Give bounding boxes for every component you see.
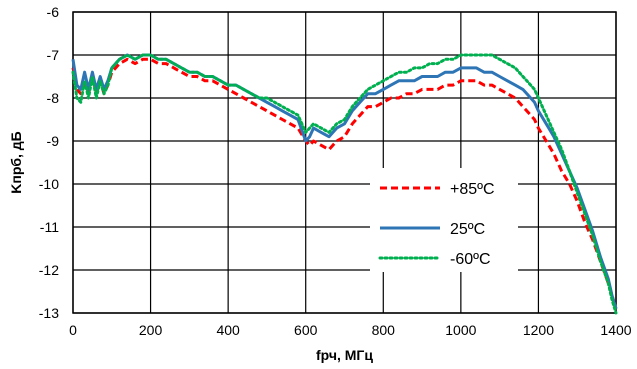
series-line-3 — [71, 53, 618, 315]
y-tick-label: -9 — [47, 133, 60, 149]
x-tick-label: 400 — [216, 322, 240, 338]
y-tick-label: -11 — [40, 219, 59, 235]
x-tick-label: 1200 — [523, 322, 554, 338]
y-tick-label: -6 — [47, 4, 60, 20]
y-axis-title: Kпрб, дБ — [8, 131, 24, 194]
x-axis-ticks: 0 200 400 600 800 1000 1200 1400 — [69, 322, 632, 338]
y-tick-label: -7 — [47, 47, 60, 63]
series-line-1 — [71, 57, 618, 310]
legend: +85ºC 25ºC -60ºC — [370, 168, 518, 272]
series-group — [71, 53, 618, 315]
y-tick-label: -10 — [39, 176, 59, 192]
x-tick-label: 0 — [69, 322, 77, 338]
legend-label: -60ºC — [450, 251, 491, 268]
x-tick-label: 1000 — [445, 322, 476, 338]
legend-label: +85ºC — [450, 181, 495, 198]
grid — [72, 11, 617, 314]
plot-area-frame — [72, 11, 617, 314]
legend-background — [370, 168, 518, 272]
legend-label: 25ºC — [450, 221, 485, 238]
y-tick-label: -8 — [47, 90, 60, 106]
x-tick-label: 600 — [294, 322, 318, 338]
x-axis-title: fрч, МГц — [316, 347, 373, 363]
x-tick-label: 800 — [372, 322, 396, 338]
y-axis-ticks: -6 -7 -8 -9 -10 -11 -12 -13 — [39, 4, 59, 321]
y-tick-label: -13 — [39, 305, 59, 321]
y-tick-label: -12 — [39, 262, 59, 278]
x-tick-label: 200 — [139, 322, 163, 338]
x-tick-label: 1400 — [600, 322, 631, 338]
